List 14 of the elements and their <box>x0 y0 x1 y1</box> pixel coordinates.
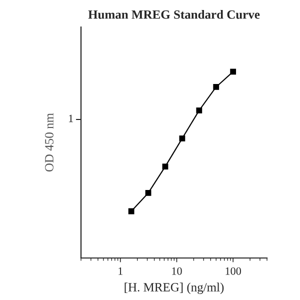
x-tick-label: 100 <box>226 267 241 275</box>
point <box>230 68 236 75</box>
x-tick-label: 10 <box>172 267 182 275</box>
x-tick-label: 1 <box>118 267 122 275</box>
chart-title: Human MREG Standard Curve <box>88 10 260 19</box>
text: 1 <box>68 114 73 122</box>
point <box>145 190 152 196</box>
x-axis-title: [H. MREG] (ng/ml) <box>124 282 224 294</box>
point <box>128 208 134 214</box>
point <box>213 84 220 90</box>
point <box>179 135 186 142</box>
point <box>162 164 168 170</box>
y-axis-title: OD 450 nm <box>45 113 54 172</box>
point <box>196 108 202 114</box>
